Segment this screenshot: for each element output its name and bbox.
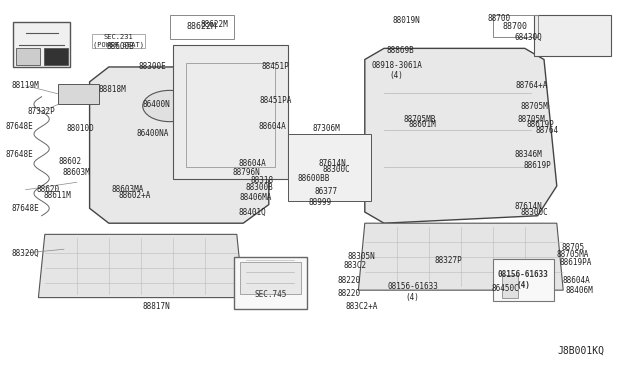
Text: 88327P: 88327P <box>434 256 462 265</box>
Text: 88764+A: 88764+A <box>515 81 547 90</box>
Text: SEC.745: SEC.745 <box>254 291 287 299</box>
Text: 68430Q: 68430Q <box>514 33 542 42</box>
Text: 88406MA: 88406MA <box>240 193 272 202</box>
Text: 88869B: 88869B <box>386 46 414 55</box>
Text: 88818M: 88818M <box>98 85 126 94</box>
Text: 88764: 88764 <box>536 126 559 135</box>
Text: 88705MB: 88705MB <box>403 115 435 124</box>
Text: 88817N: 88817N <box>143 302 171 311</box>
Ellipse shape <box>547 22 598 48</box>
Bar <box>493 15 538 37</box>
Circle shape <box>292 153 303 159</box>
Text: 88705M: 88705M <box>520 102 548 110</box>
Text: 88220: 88220 <box>337 289 360 298</box>
Text: 88602: 88602 <box>59 157 82 166</box>
Text: 88620: 88620 <box>36 185 60 194</box>
Text: 88604A: 88604A <box>562 276 590 285</box>
Text: 88619P: 88619P <box>524 161 552 170</box>
Text: 88300B: 88300B <box>245 183 273 192</box>
Text: 88705MA: 88705MA <box>557 250 589 259</box>
Bar <box>13 22 70 67</box>
Bar <box>534 15 611 56</box>
Text: 88603MA: 88603MA <box>112 185 144 194</box>
Polygon shape <box>365 48 557 223</box>
Text: 86400N: 86400N <box>143 100 171 109</box>
Text: 88619PA: 88619PA <box>560 258 592 267</box>
Text: 86450C: 86450C <box>492 284 520 293</box>
Bar <box>173 45 288 179</box>
Text: 87614N: 87614N <box>514 202 542 211</box>
Text: 88705: 88705 <box>561 243 584 252</box>
Text: 08918-3061A
(4): 08918-3061A (4) <box>371 61 422 80</box>
Text: 88300C: 88300C <box>322 165 350 174</box>
Text: 88320Q: 88320Q <box>12 248 40 257</box>
Text: 87332P: 87332P <box>28 107 56 116</box>
Text: 88300E: 88300E <box>138 62 166 71</box>
Text: 88604A: 88604A <box>239 159 267 168</box>
Bar <box>170 15 234 39</box>
Text: 88601M: 88601M <box>408 120 436 129</box>
Polygon shape <box>38 234 243 298</box>
Polygon shape <box>90 67 269 223</box>
Text: 08156-61633
(4): 08156-61633 (4) <box>387 282 438 302</box>
Circle shape <box>344 176 354 182</box>
Text: 88999: 88999 <box>308 198 332 207</box>
Text: 88622M: 88622M <box>187 22 216 31</box>
Text: 883C2+A: 883C2+A <box>346 302 378 311</box>
Circle shape <box>312 161 322 167</box>
Text: 88600BB: 88600BB <box>298 174 330 183</box>
Text: 88401Q: 88401Q <box>239 208 267 217</box>
Text: 88220: 88220 <box>337 276 360 285</box>
Bar <box>288 134 371 201</box>
Text: 88796N: 88796N <box>232 169 260 177</box>
Text: 87614N: 87614N <box>319 159 347 168</box>
Text: 88705M: 88705M <box>517 115 545 124</box>
Text: 88019N: 88019N <box>392 16 420 25</box>
Text: 88305N: 88305N <box>348 252 376 261</box>
Polygon shape <box>358 223 563 290</box>
Bar <box>186 63 275 167</box>
Text: 08156-61633
(4): 08156-61633 (4) <box>498 270 548 290</box>
Bar <box>493 259 554 301</box>
Text: J8B001KQ: J8B001KQ <box>558 345 605 355</box>
Text: 88611M: 88611M <box>44 191 72 200</box>
Text: 88346M: 88346M <box>514 150 542 159</box>
Text: 86400NA: 86400NA <box>136 129 168 138</box>
Text: 88010D: 88010D <box>66 124 94 133</box>
Bar <box>234 257 307 309</box>
Text: 88451PA: 88451PA <box>259 96 291 105</box>
Circle shape <box>331 168 341 174</box>
Text: 88700: 88700 <box>502 22 528 31</box>
Text: 88602+A: 88602+A <box>118 191 150 200</box>
Bar <box>16 48 40 65</box>
Text: 88622M: 88622M <box>200 20 228 29</box>
Text: 88406M: 88406M <box>565 286 593 295</box>
Text: 87648E: 87648E <box>5 122 33 131</box>
Text: 88600B: 88600B <box>106 42 134 51</box>
Text: 88603M: 88603M <box>63 169 91 177</box>
Text: 87648E: 87648E <box>12 204 40 213</box>
Text: 88619P: 88619P <box>527 120 555 129</box>
Text: 88451P: 88451P <box>261 62 289 71</box>
Bar <box>240 262 301 294</box>
Bar <box>58 84 99 104</box>
Text: 88700: 88700 <box>488 14 511 23</box>
Circle shape <box>143 90 196 122</box>
Text: SEC.231
(POWER SEAT): SEC.231 (POWER SEAT) <box>93 34 144 48</box>
Text: 86377: 86377 <box>315 187 338 196</box>
Text: 88318: 88318 <box>251 176 274 185</box>
Text: 87648E: 87648E <box>5 150 33 159</box>
Text: 88119M: 88119M <box>12 81 40 90</box>
Text: 87306M: 87306M <box>312 124 340 133</box>
Bar <box>44 48 68 65</box>
Text: 88604A: 88604A <box>258 122 286 131</box>
Bar <box>502 275 518 298</box>
Text: 88300C: 88300C <box>520 208 548 217</box>
Text: 883C2: 883C2 <box>344 262 367 270</box>
